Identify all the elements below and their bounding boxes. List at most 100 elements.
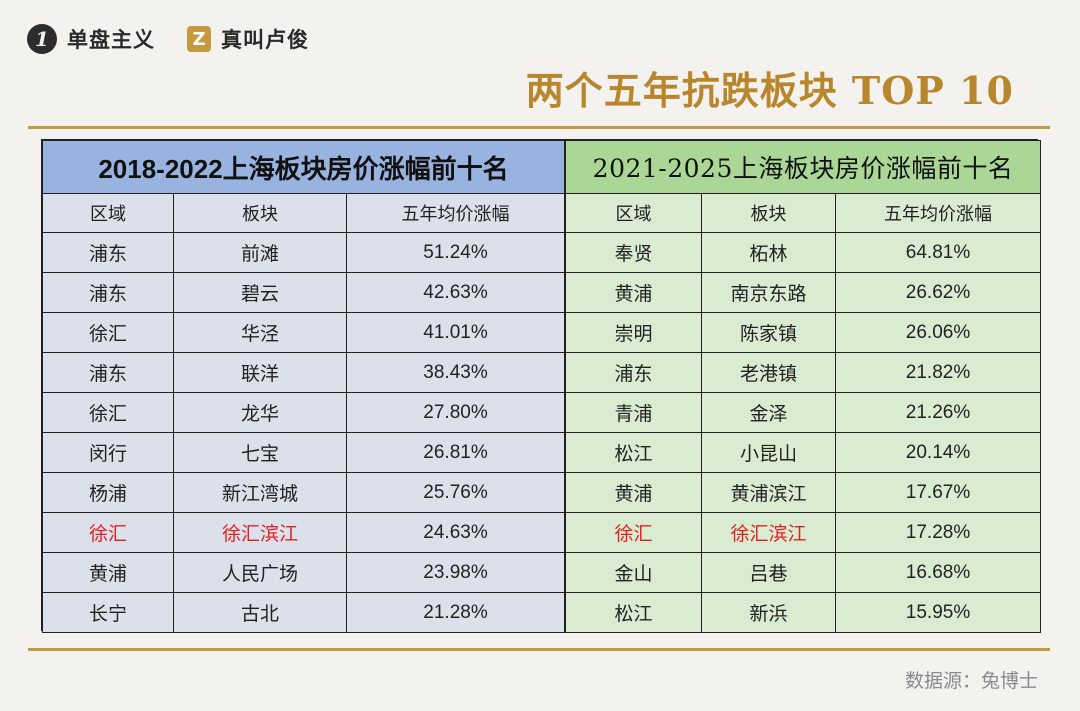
block-cell: 老港镇 [701, 352, 837, 393]
district-cell: 浦东 [42, 272, 174, 313]
brand-name-primary: 单盘主义 [67, 28, 155, 52]
block-cell: 前滩 [173, 232, 347, 273]
column-header: 区域 [42, 193, 174, 233]
block-cell: 古北 [173, 592, 347, 633]
rise-cell: 21.82% [835, 352, 1042, 393]
table-row: 浦东 联洋 38.43% [42, 352, 566, 393]
rise-cell: 26.81% [345, 432, 566, 473]
brand-header: 1 单盘主义 Z 真叫卢俊 [27, 24, 309, 54]
block-cell: 徐汇滨江 [701, 512, 837, 553]
rise-cell: 20.14% [835, 432, 1042, 473]
block-cell: 小昆山 [701, 432, 837, 473]
district-cell: 闵行 [42, 432, 174, 473]
block-cell: 黄浦滨江 [701, 472, 837, 513]
block-cell: 陈家镇 [701, 312, 837, 353]
block-cell: 南京东路 [701, 272, 837, 313]
data-source-note: 数据源：兔博士 [904, 670, 1038, 692]
block-cell: 新江湾城 [173, 472, 347, 513]
district-cell: 黄浦 [565, 272, 703, 313]
block-cell: 联洋 [173, 352, 347, 393]
table-row: 浦东 前滩 51.24% [42, 232, 566, 273]
district-cell: 奉贤 [565, 232, 703, 273]
brand-logo-icon: 1 [27, 24, 57, 54]
block-cell: 华泾 [173, 312, 347, 353]
column-header: 五年均价涨幅 [835, 193, 1042, 233]
rise-cell: 15.95% [835, 592, 1042, 633]
table-row: 徐汇 华泾 41.01% [42, 312, 566, 353]
district-cell: 青浦 [565, 392, 703, 433]
block-cell: 柘林 [701, 232, 837, 273]
table-row: 青浦 金泽 21.26% [565, 392, 1042, 433]
block-cell: 碧云 [173, 272, 347, 313]
district-cell: 徐汇 [565, 512, 703, 553]
rise-cell: 51.24% [345, 232, 566, 273]
table-row: 松江 小昆山 20.14% [565, 432, 1042, 473]
block-cell: 新浜 [701, 592, 837, 633]
right-table-heading: 2021-2025上海板块房价涨幅前十名 [565, 140, 1042, 194]
table-row: 奉贤 柘林 64.81% [565, 232, 1042, 273]
district-cell: 徐汇 [42, 512, 174, 553]
rise-cell: 23.98% [345, 552, 566, 593]
block-cell: 吕巷 [701, 552, 837, 593]
rise-cell: 38.43% [345, 352, 566, 393]
table-row: 黄浦 人民广场 23.98% [42, 552, 566, 593]
table-row: 杨浦 新江湾城 25.76% [42, 472, 566, 513]
table-row: 黄浦 南京东路 26.62% [565, 272, 1042, 313]
table-row: 黄浦 黄浦滨江 17.67% [565, 472, 1042, 513]
district-cell: 浦东 [565, 352, 703, 393]
district-cell: 松江 [565, 432, 703, 473]
district-cell: 松江 [565, 592, 703, 633]
block-cell: 金泽 [701, 392, 837, 433]
ranking-tables: 2018-2022上海板块房价涨幅前十名 区域 板块 五年均价涨幅 浦东 前滩 51.2… [41, 139, 1042, 633]
district-cell: 徐汇 [42, 312, 174, 353]
rise-cell: 42.63% [345, 272, 566, 313]
district-cell: 徐汇 [42, 392, 174, 433]
rise-cell: 24.63% [345, 512, 566, 553]
rise-cell: 64.81% [835, 232, 1042, 273]
rise-cell: 27.80% [345, 392, 566, 433]
brand-z-logo-icon: Z [187, 26, 211, 52]
rise-cell: 25.76% [345, 472, 566, 513]
rise-cell: 21.28% [345, 592, 566, 633]
block-cell: 七宝 [173, 432, 347, 473]
block-cell: 龙华 [173, 392, 347, 433]
table-row: 徐汇 徐汇滨江 24.63% [42, 512, 566, 553]
district-cell: 杨浦 [42, 472, 174, 513]
table-row: 浦东 老港镇 21.82% [565, 352, 1042, 393]
district-cell: 金山 [565, 552, 703, 593]
rise-cell: 21.26% [835, 392, 1042, 433]
page-title: 两个五年抗跌板块 TOP 10 [525, 68, 1014, 113]
table-row: 崇明 陈家镇 26.06% [565, 312, 1042, 353]
column-header: 五年均价涨幅 [345, 193, 566, 233]
rise-cell: 26.62% [835, 272, 1042, 313]
table-row: 长宁 古北 21.28% [42, 592, 566, 633]
district-cell: 黄浦 [42, 552, 174, 593]
column-header: 区域 [565, 193, 703, 233]
rise-cell: 17.28% [835, 512, 1042, 553]
table-row: 徐汇 徐汇滨江 17.28% [565, 512, 1042, 553]
left-ranking-table: 2018-2022上海板块房价涨幅前十名 区域 板块 五年均价涨幅 浦东 前滩 51.2… [41, 140, 566, 633]
district-cell: 崇明 [565, 312, 703, 353]
rise-cell: 16.68% [835, 552, 1042, 593]
rise-cell: 41.01% [345, 312, 566, 353]
district-cell: 浦东 [42, 232, 174, 273]
left-table-heading: 2018-2022上海板块房价涨幅前十名 [41, 140, 566, 194]
table-row: 浦东 碧云 42.63% [42, 272, 566, 313]
table-row: 徐汇 龙华 27.80% [42, 392, 566, 433]
table-row: 闵行 七宝 26.81% [42, 432, 566, 473]
block-cell: 徐汇滨江 [173, 512, 347, 553]
district-cell: 浦东 [42, 352, 174, 393]
top-divider [28, 126, 1050, 129]
right-ranking-table: 2021-2025上海板块房价涨幅前十名 区域 板块 五年均价涨幅 奉贤 柘林 64.8… [565, 140, 1042, 633]
table-row: 金山 吕巷 16.68% [565, 552, 1042, 593]
column-header: 板块 [173, 193, 347, 233]
district-cell: 黄浦 [565, 472, 703, 513]
rise-cell: 26.06% [835, 312, 1042, 353]
table-row: 松江 新浜 15.95% [565, 592, 1042, 633]
brand-name-secondary: 真叫卢俊 [221, 28, 309, 52]
rise-cell: 17.67% [835, 472, 1042, 513]
bottom-divider [28, 648, 1050, 651]
district-cell: 长宁 [42, 592, 174, 633]
column-header: 板块 [701, 193, 837, 233]
block-cell: 人民广场 [173, 552, 347, 593]
